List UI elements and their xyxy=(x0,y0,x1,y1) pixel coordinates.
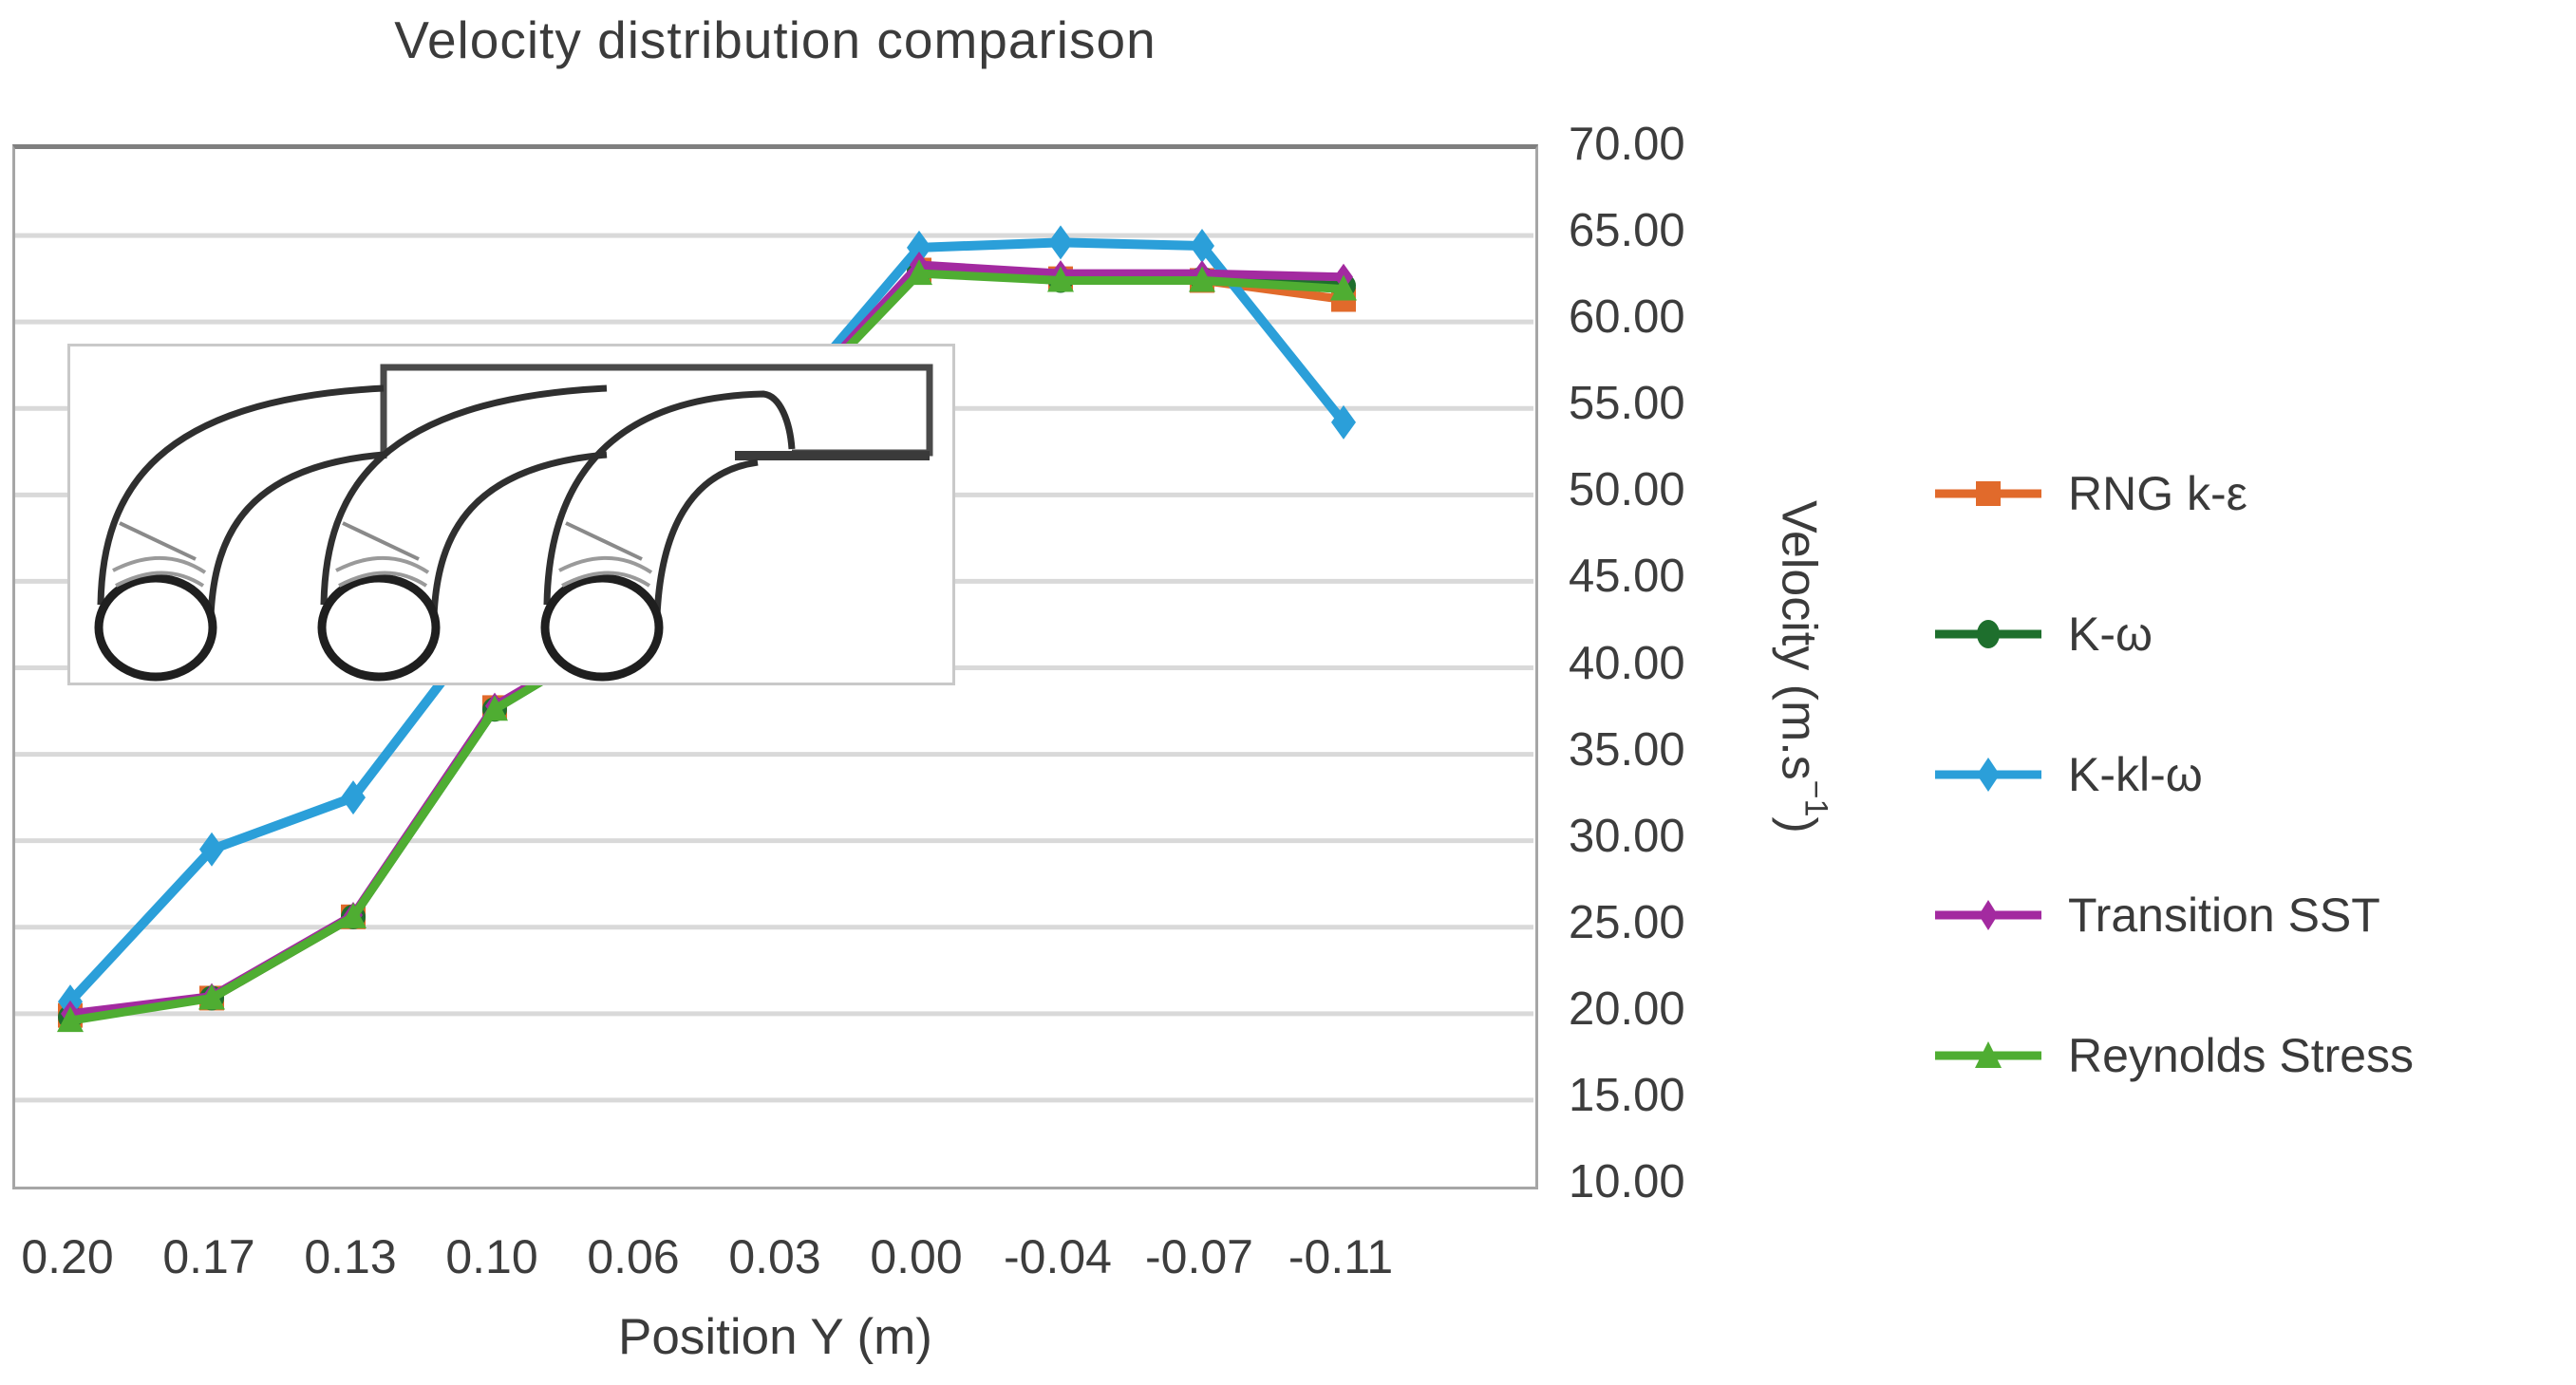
pipe-1 xyxy=(94,384,385,682)
x-tick-0.00: 0.00 xyxy=(870,1230,963,1283)
x-tick-0.17: 0.17 xyxy=(162,1230,255,1283)
y-axis-title-superscript: −1 xyxy=(1797,779,1834,817)
inset-diagram xyxy=(67,344,955,685)
y-tick-65.00: 65.00 xyxy=(1569,205,1685,257)
legend-item-Reynolds Stress: Reynolds Stress xyxy=(1935,985,2414,1126)
x-axis-title: Position Y (m) xyxy=(618,1309,932,1365)
legend-marker-circle-icon xyxy=(1935,615,2041,653)
y-axis-title-text: Velocity (m.s xyxy=(1771,500,1827,780)
intake-pipes-schematic-icon xyxy=(94,364,933,682)
y-tick-70.00: 70.00 xyxy=(1569,119,1685,170)
pipe-3 xyxy=(540,390,796,682)
y-tick-15.00: 15.00 xyxy=(1569,1069,1685,1121)
y-tick-60.00: 60.00 xyxy=(1569,291,1685,344)
y-tick-35.00: 35.00 xyxy=(1569,723,1685,776)
y-tick-55.00: 55.00 xyxy=(1569,378,1685,430)
y-tick-25.00: 25.00 xyxy=(1569,896,1685,948)
legend-label: K-ω xyxy=(2068,608,2153,661)
x-tick--0.11: -0.11 xyxy=(1288,1230,1394,1283)
y-tick-10.00: 10.00 xyxy=(1569,1156,1685,1207)
y-tick-50.00: 50.00 xyxy=(1569,464,1685,516)
x-tick-0.06: 0.06 xyxy=(587,1230,680,1283)
y-tick-20.00: 20.00 xyxy=(1569,983,1685,1035)
legend-marker-diamond-small-icon xyxy=(1935,896,2041,934)
legend-marker-square-icon xyxy=(1935,475,2041,513)
chart-title: Velocity distribution comparison xyxy=(394,10,1156,69)
x-tick-0.03: 0.03 xyxy=(728,1230,821,1283)
legend-marker-diamond-icon xyxy=(1935,756,2041,794)
legend-marker-triangle-icon xyxy=(1935,1037,2041,1075)
legend-item-K-ω: K-ω xyxy=(1935,564,2414,704)
legend-label: K-kl-ω xyxy=(2068,748,2203,801)
pipe-2 xyxy=(317,384,608,682)
legend-label: RNG k-ε xyxy=(2068,467,2247,520)
y-axis-title-close: ) xyxy=(1771,816,1827,833)
legend-item-Transition SST: Transition SST xyxy=(1935,845,2414,985)
x-tick-0.13: 0.13 xyxy=(304,1230,397,1283)
legend-item-K-kl-ω: K-kl-ω xyxy=(1935,704,2414,845)
x-tick-0.20: 0.20 xyxy=(21,1230,114,1283)
legend-label: Transition SST xyxy=(2068,889,2380,942)
y-tick-30.00: 30.00 xyxy=(1569,810,1685,862)
x-tick-0.10: 0.10 xyxy=(445,1230,538,1283)
y-axis-title: Velocity (m.s−1) xyxy=(1764,144,1840,1189)
x-tick--0.04: -0.04 xyxy=(1004,1230,1112,1283)
legend-label: Reynolds Stress xyxy=(2068,1029,2415,1082)
plot-area xyxy=(12,144,1538,1189)
legend: RNG k-ε K-ω K-kl-ω Transition SST Reynolds S… xyxy=(1935,423,2414,1126)
legend-item-RNG k-ε: RNG k-ε xyxy=(1935,423,2414,564)
y-tick-45.00: 45.00 xyxy=(1569,551,1685,603)
y-tick-40.00: 40.00 xyxy=(1569,637,1685,689)
x-tick--0.07: -0.07 xyxy=(1145,1230,1253,1283)
